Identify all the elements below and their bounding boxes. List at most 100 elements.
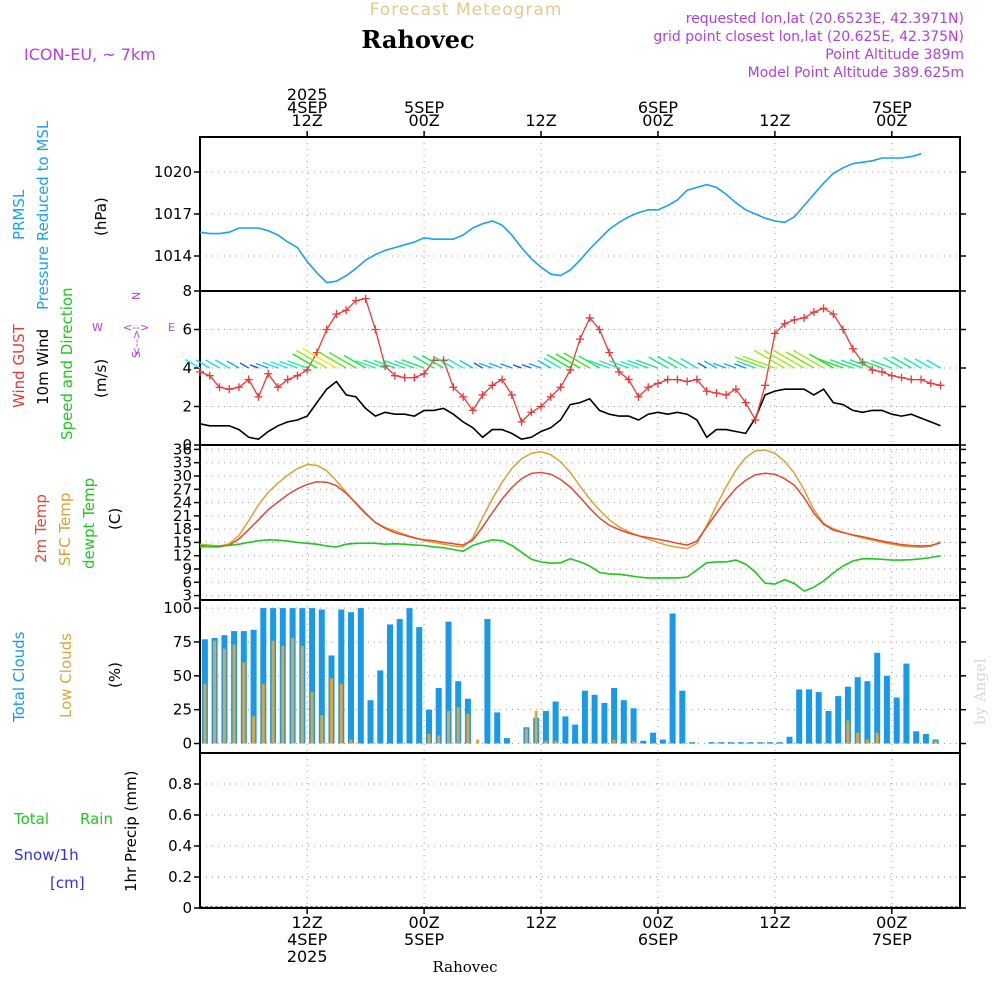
wind-barb <box>599 360 620 369</box>
wind-barb <box>302 347 337 369</box>
gust-point <box>926 379 935 388</box>
watermark: by Angel <box>971 658 989 725</box>
wind-barb <box>239 362 250 369</box>
wind-barb <box>478 362 493 369</box>
y-tick-label: 21 <box>173 507 192 525</box>
y-tick-label: 0.4 <box>168 837 192 855</box>
low-cloud-bar <box>339 683 343 744</box>
panel-frame <box>199 444 961 601</box>
gust-point <box>761 381 770 390</box>
gust-point <box>332 310 341 319</box>
gust-point <box>507 390 516 399</box>
top-time-label: 5SEP <box>404 98 444 117</box>
wind-barb <box>287 360 308 369</box>
cloud-unit: (%) <box>106 662 124 688</box>
total-cloud-bar <box>581 690 588 744</box>
wind-barb <box>891 356 912 369</box>
gust-point <box>342 306 351 315</box>
low-cloud-bar <box>291 637 295 744</box>
total-cloud-bar <box>776 742 783 744</box>
y-tick-label: 24 <box>173 494 192 512</box>
total-cloud-bar <box>757 742 764 744</box>
gust-point <box>234 383 243 392</box>
low-cloud-bar <box>271 640 275 744</box>
gust-point <box>614 367 623 376</box>
total-cloud-bar <box>640 740 647 744</box>
gust-point <box>537 402 546 411</box>
wind-barb <box>627 359 649 369</box>
gust-point <box>839 325 848 334</box>
wind-barb <box>840 359 863 369</box>
low-cloud-bar <box>865 739 869 744</box>
gust-point <box>254 392 263 401</box>
gust-point <box>410 373 419 382</box>
gust-point <box>809 308 818 317</box>
wind-barb <box>447 358 464 369</box>
total-cloud-bar <box>367 700 374 744</box>
wind-panel: 0 2 4 6 8 <box>182 282 966 454</box>
gust-point <box>683 377 692 386</box>
y-tick-label: 1020 <box>154 163 192 181</box>
gust-point <box>293 371 302 380</box>
top-time-label: 4SEP <box>287 98 327 117</box>
top-time-label: 00Z <box>642 111 673 130</box>
t2m-label: 2m Temp <box>32 494 50 563</box>
wind-barb <box>528 362 542 369</box>
total-rain-label-a: Total <box>13 810 49 828</box>
wind-barb <box>279 360 298 369</box>
y-tick-label: 0 <box>182 436 192 454</box>
y-tick-label: 0 <box>182 899 192 917</box>
prmsl-label: PRMSL <box>10 189 28 240</box>
wind-barb <box>355 360 376 369</box>
total-cloud-bar <box>786 736 793 744</box>
gust-point <box>420 369 429 378</box>
total-cloud-label: Total Clouds <box>10 631 28 723</box>
wind-barb <box>500 363 513 369</box>
gust-point <box>585 313 594 322</box>
low-cloud-bar <box>310 692 314 744</box>
gust-point <box>264 369 273 378</box>
low-cloud-label: Low Clouds <box>57 633 75 718</box>
y-tick-label: 9 <box>182 560 192 578</box>
low-cloud-bar <box>261 683 265 744</box>
total-cloud-bar <box>435 688 442 744</box>
gust-line <box>199 297 941 424</box>
total-cloud-bar <box>445 621 452 744</box>
top-time-label: 00Z <box>408 111 439 130</box>
low-cloud-bar <box>534 711 538 744</box>
low-cloud-bar <box>203 683 207 744</box>
temp-unit: (C) <box>106 508 124 530</box>
total-cloud-bar <box>815 692 822 744</box>
y-tick-label: 2 <box>182 398 192 416</box>
total-cloud-bar <box>844 686 851 744</box>
gust-point <box>595 325 604 334</box>
precip-panel: 0 0.2 0.4 0.6 0.8 <box>168 752 966 917</box>
y-tick-label: 15 <box>173 533 192 551</box>
wind-barb <box>648 356 669 369</box>
wind10-label: 10m Wind <box>34 329 52 405</box>
footer-location: Rahovec <box>432 958 497 976</box>
total-cloud-bar <box>806 689 812 744</box>
wind-barb <box>555 353 581 369</box>
compass-rose: N S W E <--> <--> <box>92 292 175 358</box>
gust-point <box>800 313 809 322</box>
wind-barb <box>736 360 756 369</box>
low-cloud-bar <box>612 739 616 744</box>
precip-axis-label: 1hr Precip (mm) <box>122 771 140 892</box>
y-tick-label: 0 <box>182 735 192 753</box>
gust-point <box>196 367 204 376</box>
low-cloud-bar <box>349 739 353 744</box>
wind-barb <box>697 362 707 369</box>
wind-barb <box>753 349 785 369</box>
gust-point <box>751 415 760 424</box>
wind-barb <box>870 359 893 369</box>
gust-point <box>527 408 536 417</box>
gust-point <box>517 417 526 426</box>
gust-point <box>731 385 740 394</box>
y-tick-label: 0.8 <box>168 775 192 793</box>
gust-point <box>303 365 312 374</box>
cloud-labels: Total Clouds Low Clouds (%) <box>10 631 124 723</box>
wind-barb <box>473 362 483 369</box>
wind-barb <box>830 359 854 369</box>
total-cloud-bar <box>387 624 393 744</box>
